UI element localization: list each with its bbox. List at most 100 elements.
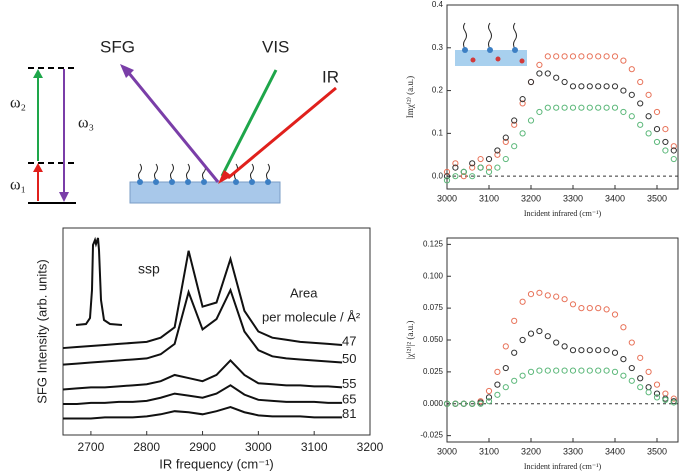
data-point <box>586 104 593 111</box>
x-tick-label: 2900 <box>189 440 216 454</box>
data-point <box>595 347 602 354</box>
data-point <box>443 173 451 180</box>
data-point <box>586 347 593 354</box>
data-point <box>519 100 526 107</box>
data-point <box>469 164 476 171</box>
data-point <box>536 367 543 374</box>
x-tick-label: 3000 <box>245 440 272 454</box>
data-point <box>611 311 619 318</box>
data-point <box>511 377 518 384</box>
data-point <box>611 83 619 90</box>
data-point <box>586 83 593 90</box>
data-point <box>628 377 635 384</box>
y-tick-label: -0.025 <box>420 431 443 440</box>
data-point <box>511 317 518 324</box>
data-point <box>595 104 602 111</box>
data-point <box>536 108 543 116</box>
x-tick-label: 3400 <box>605 446 625 456</box>
beam-label: VIS <box>262 37 289 56</box>
data-point <box>662 390 669 397</box>
data-point <box>620 372 627 379</box>
data-point <box>586 305 593 312</box>
data-point <box>670 155 677 163</box>
data-point <box>477 155 484 163</box>
x-tick-label: 3100 <box>479 446 499 456</box>
x-tick-label: 2700 <box>78 440 105 454</box>
spectrum-line <box>62 250 343 350</box>
data-point <box>511 143 518 150</box>
data-point <box>637 354 644 361</box>
data-point <box>569 53 577 60</box>
data-point <box>519 372 526 379</box>
data-point <box>611 349 619 356</box>
data-point <box>578 347 585 354</box>
data-point <box>544 367 551 374</box>
plot-frame <box>446 237 679 443</box>
data-point <box>553 53 560 60</box>
data-point <box>662 138 669 146</box>
data-point <box>460 173 467 180</box>
inset-illustration <box>455 22 527 66</box>
data-point <box>477 164 484 171</box>
y-tick-label: 0.075 <box>423 303 444 312</box>
data-point <box>611 53 619 60</box>
data-point <box>494 368 501 375</box>
data-point <box>553 293 560 300</box>
data-point <box>460 400 467 407</box>
data-point <box>561 343 568 350</box>
data-point <box>628 91 635 98</box>
y-tick-label: 0.125 <box>423 239 444 248</box>
data-point <box>603 306 610 313</box>
data-point <box>595 305 602 312</box>
y-axis-label: SFG Intensity (arb. units) <box>34 259 49 404</box>
data-point <box>578 83 585 90</box>
y-tick-label: 0.2 <box>432 86 444 95</box>
data-point <box>628 339 635 346</box>
data-point <box>536 61 543 69</box>
surface-illustration <box>120 64 337 204</box>
data-point <box>536 289 543 296</box>
data-point <box>477 400 484 407</box>
data-point <box>603 367 610 374</box>
data-point <box>670 147 677 154</box>
data-point <box>561 104 568 111</box>
data-point <box>485 387 493 395</box>
data-point <box>544 292 551 299</box>
data-point <box>645 389 652 396</box>
data-point <box>653 138 661 146</box>
data-point <box>519 298 526 305</box>
data-point <box>544 53 551 60</box>
y-tick-label: 0.0 <box>432 171 444 180</box>
x-tick-label: 3100 <box>301 440 328 454</box>
annotation: Area <box>290 285 318 300</box>
data-point <box>603 347 610 354</box>
data-point <box>511 117 518 124</box>
y-tick-label: 0.4 <box>432 0 444 9</box>
data-point <box>553 339 560 346</box>
data-point <box>527 291 535 298</box>
data-point <box>653 394 661 401</box>
data-point <box>485 168 493 175</box>
data-point <box>443 400 451 407</box>
data-point <box>561 296 568 303</box>
y-tick-label: 0.3 <box>432 43 444 52</box>
data-point <box>569 301 577 308</box>
data-point <box>620 324 627 331</box>
data-point <box>653 390 661 397</box>
data-point <box>611 104 619 111</box>
data-point <box>662 147 669 154</box>
data-point <box>544 104 551 111</box>
data-point <box>569 367 577 374</box>
x-tick-label: 3100 <box>479 193 499 203</box>
data-point <box>502 384 509 391</box>
data-point <box>536 70 543 77</box>
series-label: 47 <box>342 333 356 348</box>
x-tick-label: 3500 <box>647 446 667 456</box>
x-tick-label: 3200 <box>521 446 541 456</box>
x-tick-label: 3400 <box>605 193 625 203</box>
data-point <box>452 160 459 167</box>
data-point <box>653 108 661 116</box>
data-point <box>595 83 602 90</box>
data-point <box>511 121 518 128</box>
data-point <box>569 83 577 90</box>
